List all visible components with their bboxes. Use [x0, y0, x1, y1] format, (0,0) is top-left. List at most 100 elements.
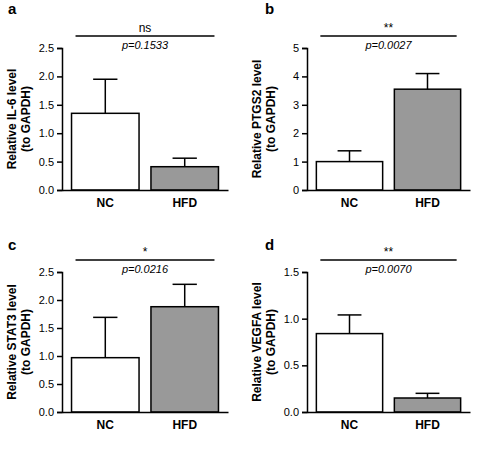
- bar: [151, 307, 219, 412]
- x-axis-line: [63, 412, 229, 414]
- x-axis-line: [308, 190, 471, 192]
- error-bar-stem: [184, 158, 186, 167]
- error-bar-cap: [173, 284, 197, 286]
- error-bar: [173, 284, 197, 306]
- panel-label: b: [265, 0, 274, 17]
- y-tick-label: 0.0: [39, 184, 54, 196]
- y-axis: 0 1 2 3 4 5: [293, 42, 308, 196]
- y-tick-label: 0.0: [284, 406, 299, 418]
- x-tick: HFD: [415, 412, 440, 432]
- y-tick-label: 2.5: [39, 42, 54, 54]
- error-bar-stem: [427, 74, 429, 90]
- y-tick: 0: [293, 184, 307, 196]
- y-axis-title-line: (to GAPDH): [264, 309, 278, 375]
- y-tick: 1: [293, 156, 307, 168]
- y-axis-title-line: Relative IL-6 level: [5, 69, 19, 170]
- y-axis-line: [302, 273, 308, 413]
- y-tick-mark: [302, 161, 307, 163]
- plot-area: [316, 74, 460, 190]
- y-tick: 1.0: [284, 313, 307, 325]
- y-axis: 0.00.51.01.52.02.5: [39, 266, 63, 418]
- y-axis-title: Relative VEGFA level(to GAPDH): [250, 282, 278, 402]
- significance-label: ns: [139, 21, 152, 35]
- y-axis-title-line: (to GAPDH): [19, 86, 33, 152]
- y-tick-label: 4: [293, 70, 299, 82]
- y-tick-label: 1.5: [39, 322, 54, 334]
- y-tick-mark: [57, 76, 62, 78]
- y-tick-label: 0.5: [39, 156, 54, 168]
- x-tick: NC: [97, 190, 115, 210]
- y-tick-mark: [57, 356, 62, 358]
- y-tick: 1.5: [39, 99, 62, 111]
- significance-line: [320, 259, 456, 261]
- significance-label: **: [384, 245, 394, 259]
- y-tick-label: 1: [293, 156, 299, 168]
- y-tick-label: 1.0: [284, 313, 299, 325]
- error-bar: [173, 158, 197, 167]
- p-value-label: p=0.0216: [121, 263, 169, 275]
- significance-line: [76, 259, 215, 261]
- y-tick-mark: [57, 300, 62, 302]
- error-bar-cap: [93, 78, 117, 80]
- y-tick: 1.0: [39, 350, 62, 362]
- y-tick: 2: [293, 127, 307, 139]
- y-tick-mark: [302, 76, 307, 78]
- y-tick-mark: [57, 412, 62, 414]
- x-tick: NC: [97, 412, 115, 432]
- y-tick-mark: [302, 412, 307, 414]
- y-tick-mark: [302, 190, 307, 192]
- y-tick-mark: [57, 48, 62, 50]
- y-tick: 1.5: [284, 266, 307, 278]
- y-tick: 5: [293, 42, 307, 54]
- y-tick-label: 0: [293, 184, 299, 196]
- figure: 0.00.51.01.52.02.5NCHFDRelative IL-6 lev…: [0, 0, 500, 453]
- bar: [394, 89, 460, 190]
- x-tick-label: HFD: [172, 418, 197, 432]
- x-tick: HFD: [415, 190, 440, 210]
- y-tick-label: 0.5: [39, 378, 54, 390]
- x-tick-label: HFD: [415, 418, 440, 432]
- x-tick: NC: [341, 412, 359, 432]
- x-axis-line: [63, 190, 229, 192]
- y-tick-label: 3: [293, 99, 299, 111]
- y-tick: 4: [293, 70, 307, 82]
- panel: 0.00.51.01.52.02.5NCHFDRelative STAT3 le…: [5, 236, 229, 432]
- error-bar: [93, 317, 117, 357]
- y-tick-mark: [302, 272, 307, 274]
- y-axis-line: [302, 49, 308, 191]
- bar: [394, 398, 460, 412]
- y-tick-mark: [302, 365, 307, 367]
- y-tick-mark: [57, 272, 62, 274]
- error-bar-stem: [105, 79, 107, 113]
- y-axis-line: [57, 49, 63, 191]
- y-tick-mark: [302, 48, 307, 50]
- x-tick-label: NC: [97, 196, 115, 210]
- y-tick: 0.0: [39, 184, 62, 196]
- y-axis: 0.0 0.5 1.0 1.5 2.0 2.5: [39, 42, 63, 196]
- y-axis-title-line: (to GAPDH): [264, 86, 278, 152]
- y-tick: 0.0: [284, 406, 307, 418]
- y-axis-title: Relative STAT3 level(to GAPDH): [5, 284, 33, 400]
- y-tick-mark: [57, 190, 62, 192]
- plot-area: [72, 284, 219, 412]
- y-tick-label: 2.0: [39, 70, 54, 82]
- error-bar-cap: [338, 314, 362, 316]
- x-axis: NCHFD: [308, 190, 471, 210]
- y-tick: 0.5: [39, 156, 62, 168]
- y-tick-label: 1.0: [39, 127, 54, 139]
- x-axis-line: [308, 412, 471, 414]
- y-tick: 2.5: [39, 42, 62, 54]
- error-bar-stem: [349, 315, 351, 334]
- y-axis-title-line: (to GAPDH): [19, 309, 33, 375]
- y-tick-label: 5: [293, 42, 299, 54]
- error-bar-cap: [173, 157, 197, 159]
- y-tick: 0.0: [39, 406, 62, 418]
- x-tick-label: HFD: [172, 196, 197, 210]
- y-tick-mark: [57, 161, 62, 163]
- y-tick-mark: [302, 133, 307, 135]
- y-tick: 1.5: [39, 322, 62, 334]
- y-tick-label: 1.5: [284, 266, 299, 278]
- y-tick-mark: [57, 133, 62, 135]
- error-bar: [416, 74, 440, 90]
- bar: [151, 167, 219, 190]
